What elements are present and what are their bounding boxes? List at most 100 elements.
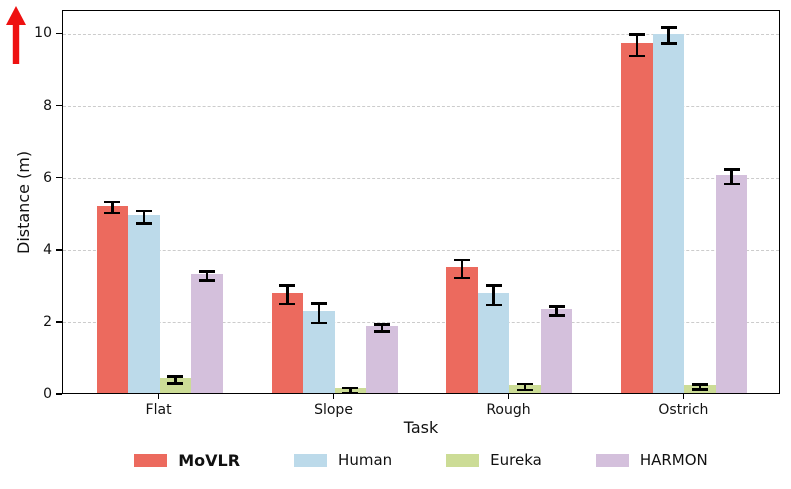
- error-bar-movlr-slope: [286, 285, 289, 304]
- error-cap-top-human-slope: [310, 302, 327, 305]
- bar-human-ostrich: [652, 33, 685, 393]
- red-up-arrow-shape: [6, 6, 26, 64]
- error-cap-bottom-harmon-flat: [198, 279, 215, 282]
- error-cap-top-eureka-flat: [167, 375, 184, 378]
- legend-label-eureka: Eureka: [490, 451, 542, 469]
- bar-movlr-ostrich: [621, 43, 653, 393]
- legend-swatch-eureka: [446, 453, 480, 467]
- error-bar-harmon-slope: [380, 324, 384, 332]
- y-tick-label-10: 10: [34, 25, 52, 42]
- y-tick-mark-6: [56, 176, 62, 179]
- bar-human-rough: [477, 293, 510, 393]
- error-cap-bottom-human-flat: [135, 222, 152, 225]
- bar-movlr-flat: [96, 205, 129, 393]
- legend: MoVLR Human Eureka HARMON: [62, 446, 780, 474]
- error-bar-eureka-slope: [349, 387, 352, 393]
- y-tick-mark-10: [56, 32, 62, 35]
- error-cap-bottom-eureka-slope: [342, 391, 359, 395]
- error-cap-top-movlr-ostrich: [629, 33, 646, 36]
- legend-swatch-human: [294, 453, 328, 467]
- red-up-arrow-icon: [6, 6, 26, 64]
- x-tick-label-rough: Rough: [486, 402, 531, 418]
- error-cap-top-human-flat: [135, 209, 152, 212]
- error-cap-top-harmon-slope: [373, 323, 390, 326]
- legend-label-movlr: MoVLR: [178, 450, 241, 470]
- y-tick-mark-4: [56, 249, 62, 251]
- y-tick-label-4: 4: [43, 241, 52, 258]
- error-bar-eureka-flat: [174, 376, 177, 384]
- error-bar-human-flat: [142, 210, 146, 224]
- gridline-y-2: [63, 322, 779, 324]
- error-cap-bottom-eureka-rough: [517, 388, 534, 392]
- y-tick-mark-2: [56, 321, 62, 323]
- error-bar-eureka-ostrich: [698, 384, 702, 390]
- error-bar-movlr-ostrich: [635, 34, 639, 57]
- error-cap-top-movlr-flat: [104, 200, 121, 204]
- legend-item-eureka: Eureka: [446, 451, 542, 469]
- y-tick-mark-8: [56, 104, 62, 107]
- error-cap-top-human-ostrich: [660, 26, 677, 29]
- error-cap-top-harmon-rough: [548, 305, 565, 308]
- bar-harmon-slope: [366, 325, 398, 393]
- error-bar-harmon-rough: [555, 306, 558, 316]
- error-cap-top-harmon-ostrich: [723, 168, 740, 171]
- y-tick-label-6: 6: [43, 169, 52, 186]
- error-cap-bottom-human-ostrich: [660, 42, 677, 45]
- x-tick-label-slope: Slope: [314, 402, 353, 418]
- error-bar-harmon-ostrich: [730, 169, 733, 185]
- error-cap-top-eureka-slope: [342, 386, 359, 390]
- error-cap-bottom-eureka-ostrich: [692, 388, 709, 391]
- error-cap-top-eureka-ostrich: [692, 383, 709, 386]
- error-bar-human-ostrich: [667, 27, 670, 44]
- gridline-y-4: [63, 250, 779, 252]
- error-cap-bottom-movlr-ostrich: [629, 54, 646, 58]
- error-cap-bottom-movlr-rough: [454, 276, 471, 280]
- error-bar-harmon-flat: [205, 271, 209, 281]
- error-cap-bottom-harmon-ostrich: [723, 182, 740, 186]
- error-cap-bottom-movlr-slope: [279, 302, 296, 306]
- x-tick-mark-flat: [157, 394, 160, 399]
- x-tick-label-ostrich: Ostrich: [658, 402, 709, 418]
- error-bar-human-slope: [317, 303, 321, 323]
- error-bar-movlr-flat: [111, 202, 114, 213]
- error-cap-top-human-rough: [485, 284, 502, 287]
- bar-movlr-slope: [271, 292, 304, 393]
- error-cap-top-movlr-slope: [279, 284, 296, 287]
- x-tick-mark-slope: [332, 394, 335, 399]
- bar-human-flat: [128, 215, 160, 393]
- error-cap-bottom-harmon-rough: [548, 314, 565, 317]
- error-cap-bottom-eureka-flat: [167, 382, 184, 385]
- legend-label-harmon: HARMON: [639, 451, 708, 469]
- error-cap-bottom-movlr-flat: [104, 211, 121, 215]
- bar-harmon-flat: [191, 274, 223, 393]
- gridline-y-6: [63, 177, 779, 179]
- bar-harmon-ostrich: [715, 174, 748, 393]
- error-cap-bottom-human-slope: [310, 321, 327, 325]
- x-axis-title: Task: [403, 418, 439, 437]
- x-tick-label-flat: Flat: [145, 402, 172, 418]
- gridline-y-10: [63, 33, 779, 35]
- error-cap-bottom-human-rough: [485, 303, 502, 307]
- legend-label-human: Human: [338, 451, 393, 469]
- error-cap-bottom-harmon-slope: [373, 330, 390, 333]
- y-tick-label-8: 8: [43, 97, 52, 114]
- bar-harmon-rough: [540, 309, 573, 393]
- error-bar-human-rough: [492, 285, 495, 305]
- error-bar-eureka-rough: [523, 384, 527, 390]
- error-bar-movlr-rough: [460, 259, 464, 278]
- plot-area: [62, 10, 780, 395]
- y-tick-label-2: 2: [43, 313, 52, 330]
- bar-human-slope: [303, 311, 335, 393]
- error-cap-top-movlr-rough: [454, 258, 471, 262]
- legend-swatch-movlr: [134, 453, 168, 467]
- error-cap-top-harmon-flat: [198, 270, 215, 273]
- x-tick-mark-ostrich: [682, 394, 685, 399]
- gridline-y-8: [63, 105, 779, 107]
- legend-swatch-harmon: [595, 453, 629, 467]
- legend-item-movlr: MoVLR: [134, 451, 240, 470]
- legend-item-harmon: HARMON: [595, 451, 708, 469]
- error-cap-top-eureka-rough: [517, 382, 534, 386]
- legend-item-human: Human: [294, 451, 392, 469]
- x-tick-mark-rough: [507, 394, 510, 399]
